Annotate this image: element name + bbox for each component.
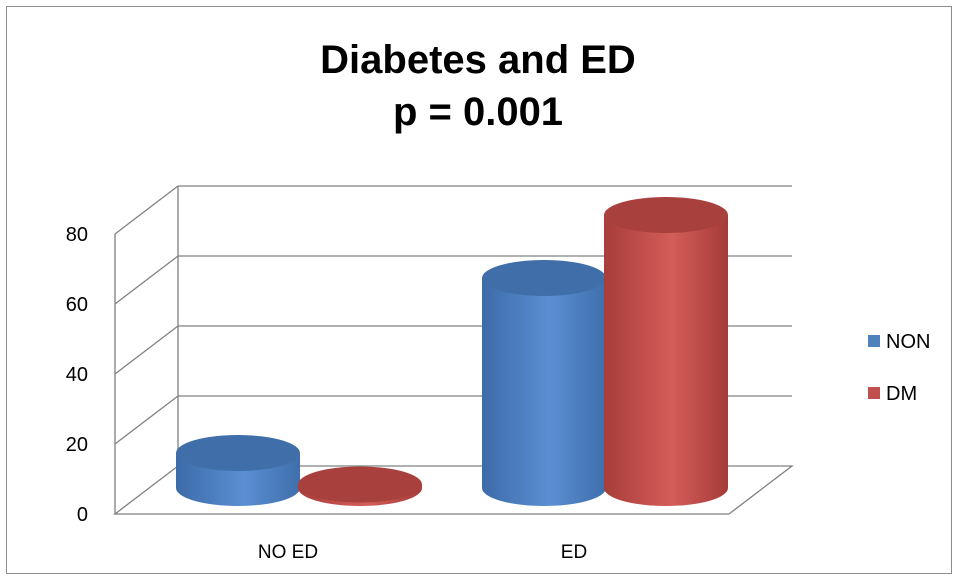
y-tick-label-3: 60 [66,294,88,316]
gridline-side-3 [114,255,179,305]
y-tick-label-4: 80 [66,224,88,246]
chart-subtitle: p = 0.001 [392,90,564,134]
gridline-side-4 [114,185,179,235]
chart-frame [6,6,952,574]
legend-item-non: NON [868,330,930,354]
gridline-side-2 [114,325,179,375]
y-tick-label-0: 0 [77,504,88,526]
bar-non-1 [482,278,606,506]
gridline-side-1 [114,395,179,445]
bar-top-dm-1 [604,197,728,233]
bar-top-non-0 [176,435,300,471]
y-tick-label-1: 20 [66,434,88,456]
x-tick-label-0: NO ED [258,542,318,563]
bar-dm-1 [604,215,728,506]
legend-swatch-dm [868,386,880,399]
y-tick-label-2: 40 [66,364,88,386]
bar-top-dm-0 [298,466,422,503]
legend-swatch-non [868,334,880,347]
x-tick-label-1: ED [561,542,587,563]
legend-label-non: NON [886,331,931,353]
chart-floor [113,465,794,515]
legend-label-dm: DM [886,383,918,405]
legend-item-dm: DM [868,382,917,406]
chart-title: Diabetes and ED [320,38,636,82]
bar-top-non-1 [482,260,606,296]
